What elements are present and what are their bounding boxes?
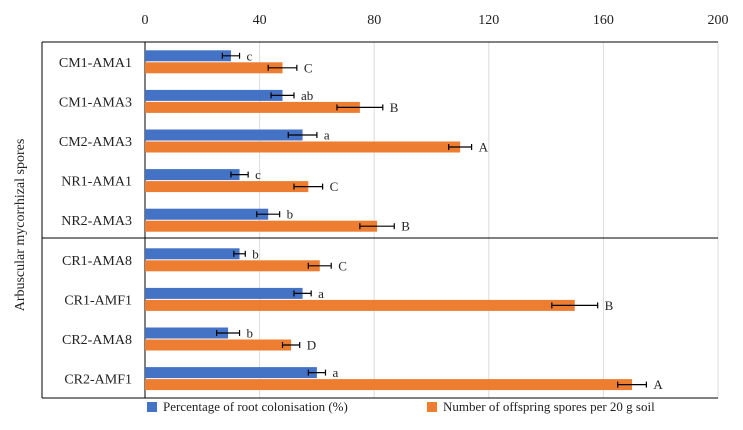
x-tick-label: 80 (367, 13, 381, 28)
bar (145, 169, 240, 181)
bar (145, 89, 283, 101)
error-bars (216, 52, 647, 388)
bar (145, 327, 229, 339)
x-tick-label: 120 (478, 13, 499, 28)
category-label: CR2-AMA8 (62, 333, 132, 348)
significance-label: a (318, 286, 324, 301)
x-tick-label: 200 (708, 13, 729, 28)
y-axis-label: Arbuscular mycorrhizal spores (13, 139, 28, 312)
category-label: CM1-AMA1 (59, 56, 132, 71)
significance-label: A (653, 377, 663, 392)
significance-label: a (332, 365, 338, 380)
bar (145, 260, 320, 272)
significance-label: C (304, 60, 313, 75)
significance-label: c (247, 48, 253, 63)
bars (145, 50, 633, 391)
x-tick-label: 160 (593, 13, 614, 28)
bar (145, 129, 303, 141)
bar (145, 287, 303, 299)
category-label: CR1-AMF1 (64, 293, 132, 308)
bar (145, 367, 317, 379)
significance-label: b (252, 246, 259, 261)
significance-label: c (255, 167, 261, 182)
bar (145, 220, 378, 232)
bar (145, 248, 240, 260)
significance-label: B (390, 100, 399, 115)
category-label: CM1-AMA3 (59, 95, 132, 110)
significance-label: B (605, 298, 614, 313)
category-label: NR2-AMA3 (61, 214, 132, 229)
bar (145, 339, 292, 351)
significance-label: b (287, 207, 294, 222)
legend-label-offspring-spores: Number of offspring spores per 20 g soil (443, 399, 655, 414)
x-tick-label: 40 (253, 13, 267, 28)
bar (145, 141, 461, 153)
bar (145, 299, 575, 311)
legend-label-root-colonisation: Percentage of root colonisation (%) (163, 399, 348, 414)
legend: Percentage of root colonisation (%) Numb… (147, 399, 655, 414)
legend-swatch-root-colonisation (147, 402, 157, 412)
significance-label: B (401, 219, 410, 234)
bar (145, 379, 633, 391)
category-labels: CM1-AMA1 CM1-AMA3 CM2-AMA3 NR1-AMA1 NR2-AMA3… (59, 56, 132, 388)
significance-labels: c Cab Ba Ac Cb Bb Ca Bb Da A (247, 48, 664, 392)
significance-label: C (330, 179, 339, 194)
category-label: NR1-AMA1 (61, 175, 132, 190)
significance-label: A (479, 140, 489, 155)
bar (145, 50, 231, 62)
category-label: CR2-AMF1 (64, 373, 132, 388)
legend-swatch-offspring-spores (427, 402, 437, 412)
x-axis-ticks: 0 40 80 120 160 200 (142, 13, 729, 28)
bar (145, 101, 360, 113)
bar (145, 62, 283, 74)
bar (145, 181, 309, 193)
significance-label: ab (301, 88, 313, 103)
significance-label: b (247, 326, 254, 341)
category-label: CR1-AMA8 (62, 254, 132, 269)
gridlines (259, 42, 719, 398)
plot-frame (41, 41, 718, 399)
significance-label: C (338, 258, 347, 273)
bar (145, 208, 269, 220)
x-tick-label: 0 (142, 13, 149, 28)
category-label: CM2-AMA3 (59, 135, 132, 150)
significance-label: a (324, 128, 330, 143)
significance-label: D (307, 338, 316, 353)
